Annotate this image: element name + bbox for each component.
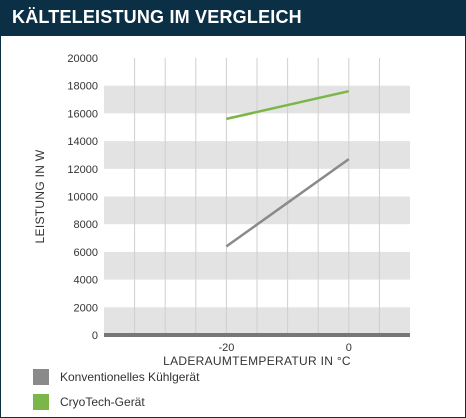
- y-tick-label: 2000: [74, 302, 98, 314]
- y-tick-label: 14000: [67, 136, 98, 148]
- x-tick-label: 0: [346, 342, 352, 354]
- y-tick-label: 16000: [67, 108, 98, 120]
- y-tick-label: 0: [92, 330, 98, 342]
- series-line: [226, 89, 350, 121]
- vertical-gridlines: [134, 58, 380, 335]
- x-tick-labels: -20 0: [218, 342, 351, 354]
- legend-swatch: [33, 369, 49, 385]
- series-line: [225, 158, 350, 248]
- x-axis-line: [104, 333, 410, 337]
- y-tick-label: 8000: [74, 219, 98, 231]
- y-tick-labels: 0 2000 4000 6000 8000 10000 12000 14000 16000 180…: [67, 53, 98, 342]
- y-tick-label: 6000: [74, 247, 98, 259]
- title-bar: KÄLTELEISTUNG IM VERGLEICH: [0, 0, 466, 36]
- y-tick-label: 10000: [67, 192, 98, 204]
- y-tick-label: 12000: [67, 164, 98, 176]
- x-axis-baseline: [104, 333, 410, 337]
- legend-label: CryoTech-Gerät: [60, 395, 145, 409]
- legend-label: Konventionelles Kühlgerät: [60, 370, 200, 384]
- y-axis-title: LEISTUNG IN W: [33, 149, 47, 243]
- y-tick-label: 20000: [67, 53, 98, 65]
- legend: Konventionelles Kühlgerät CryoTech-Gerät: [33, 369, 200, 410]
- x-axis-title: LADERAUMTEMPERATUR IN °C: [163, 354, 351, 368]
- y-tick-label: 4000: [74, 275, 98, 287]
- y-tick-label: 18000: [67, 81, 98, 93]
- x-tick-label: -20: [218, 342, 234, 354]
- chart-title: KÄLTELEISTUNG IM VERGLEICH: [12, 7, 302, 27]
- series-lines: [225, 89, 350, 248]
- legend-swatch: [33, 394, 49, 410]
